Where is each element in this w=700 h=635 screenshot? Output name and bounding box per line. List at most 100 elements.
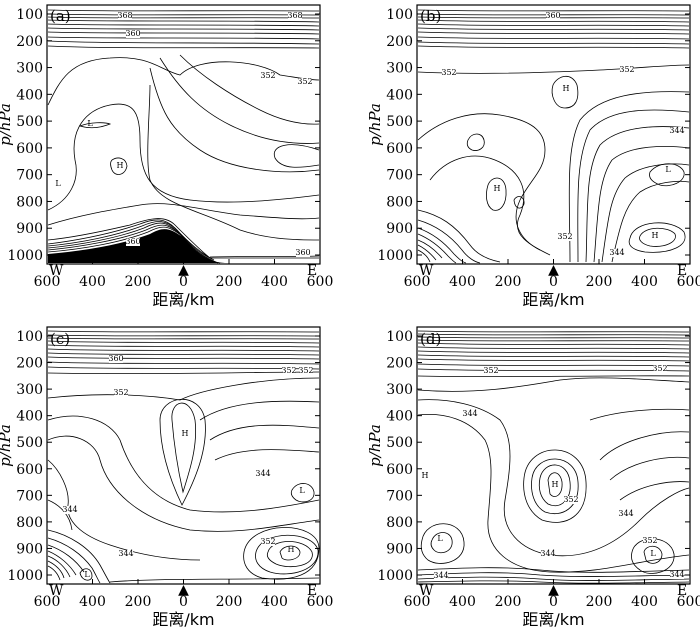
x-tick-label: 600 — [34, 594, 61, 610]
panel-a-ground — [48, 229, 225, 263]
contour-value-label: 344 — [118, 549, 133, 558]
contour-label-bg — [610, 249, 624, 257]
contour-label-bg — [484, 367, 498, 375]
x-tick-label: 0 — [549, 594, 558, 610]
contour-value-label: 360 — [295, 248, 310, 257]
center-marker: ▲ — [548, 262, 559, 278]
contour-value-label: 368 — [117, 11, 132, 20]
contour-value-label: 352 — [260, 537, 275, 546]
low-center-label: L — [84, 570, 90, 579]
east-label: E — [307, 583, 317, 599]
x-tick-label: 600 — [307, 274, 334, 290]
y-tick-label: 600 — [16, 462, 43, 478]
contour-label-bg — [109, 355, 123, 363]
y-tick-label: 700 — [16, 168, 43, 184]
y-axis-label: p/hPa — [366, 424, 384, 467]
contour-value-label: 352 — [297, 77, 312, 86]
panel-b-axes: 100 200 300 400 500 600 700 800 900 1000 600 400 200… — [366, 7, 700, 309]
contour-label-bg — [670, 127, 684, 135]
contour-label-bg — [442, 69, 456, 77]
y-tick-label: 800 — [386, 194, 413, 210]
y-tick-label: 900 — [16, 541, 43, 557]
center-labels: L H L H H L H H L H L H H L L — [55, 84, 671, 579]
center-marker: ▲ — [178, 262, 189, 278]
y-tick-label: 500 — [16, 435, 43, 451]
y-tick-label: 400 — [16, 409, 43, 425]
contour-label-bg — [126, 30, 140, 38]
y-tick-label: 1000 — [7, 248, 43, 264]
y-tick-label: 700 — [16, 488, 43, 504]
y-tick-label: 1000 — [377, 568, 413, 584]
y-tick-label: 400 — [386, 87, 413, 103]
contour-value-label: 352 — [563, 495, 578, 504]
west-label: W — [419, 263, 434, 279]
contour-label-bg — [299, 367, 313, 375]
y-tick-label: 100 — [386, 7, 413, 23]
y-tick-label: 1000 — [377, 248, 413, 264]
x-tick-label: 200 — [586, 594, 613, 610]
x-tick-label: 600 — [677, 274, 700, 290]
y-tick-label: 600 — [16, 141, 43, 157]
panel-c: (c) — [46, 326, 321, 585]
y-tick-label: 100 — [16, 7, 43, 23]
y-tick-label: 400 — [16, 87, 43, 103]
contour-value-label: 352 — [619, 65, 634, 74]
y-tick-label: 200 — [16, 34, 43, 50]
low-center-label: L — [87, 119, 93, 128]
contour-value-label: 352 — [483, 366, 498, 375]
contour-label-bg — [670, 571, 684, 579]
contour-value-label: 344 — [433, 571, 448, 580]
low-center-label: L — [665, 165, 671, 174]
panel-d: (d) — [416, 326, 691, 585]
high-center-label: H — [182, 429, 189, 438]
x-tick-label: 400 — [261, 274, 288, 290]
contour-label-bg — [653, 365, 667, 373]
y-tick-label: 800 — [16, 515, 43, 531]
y-tick-label: 800 — [386, 515, 413, 531]
east-label: E — [677, 263, 687, 279]
contour-label-bg — [298, 78, 312, 86]
contour-value-label: 352 — [642, 536, 657, 545]
contour-label-bg — [546, 12, 560, 20]
panel-a: (a) — [46, 4, 321, 265]
contour-label-bg — [261, 72, 275, 80]
x-tick-label: 0 — [179, 594, 188, 610]
contour-value-label: 352 — [557, 232, 572, 241]
contour-label-bg — [114, 389, 128, 397]
contour-value-label: 344 — [540, 549, 555, 558]
contour-label-bg — [620, 66, 634, 74]
west-label: W — [419, 583, 434, 599]
contour-value-label: 360 — [125, 237, 140, 246]
x-tick-label: 0 — [549, 274, 558, 290]
x-tick-label: 400 — [449, 594, 476, 610]
center-marker: ▲ — [178, 582, 189, 598]
panel-a-letter: (a) — [50, 7, 71, 25]
y-tick-label: 200 — [16, 356, 43, 372]
x-tick-label: 200 — [586, 274, 613, 290]
panel-c-frame — [46, 326, 321, 585]
x-tick-label: 200 — [125, 594, 152, 610]
x-tick-label: 600 — [404, 594, 431, 610]
high-center-label: H — [494, 184, 501, 193]
high-center-label: H — [422, 471, 429, 480]
east-label: E — [677, 583, 687, 599]
y-tick-label: 900 — [386, 221, 413, 237]
x-axis-label: 距离/km — [522, 290, 584, 309]
low-center-label: L — [437, 534, 443, 543]
x-tick-label: 0 — [179, 274, 188, 290]
contour-label-bg — [63, 506, 77, 514]
x-axis-label: 距离/km — [522, 610, 584, 629]
y-tick-label: 700 — [386, 488, 413, 504]
contour-label-bg — [558, 233, 572, 241]
contour-value-label: 352 — [113, 388, 128, 397]
y-tick-label: 100 — [386, 329, 413, 345]
contour-label-bg — [282, 367, 296, 375]
contour-value-label: 344 — [462, 409, 477, 418]
contour-label-bg — [126, 238, 140, 246]
low-center-label: L — [650, 549, 656, 558]
x-tick-label: 400 — [631, 274, 658, 290]
panel-d-letter: (d) — [420, 330, 441, 348]
y-tick-label: 800 — [16, 194, 43, 210]
